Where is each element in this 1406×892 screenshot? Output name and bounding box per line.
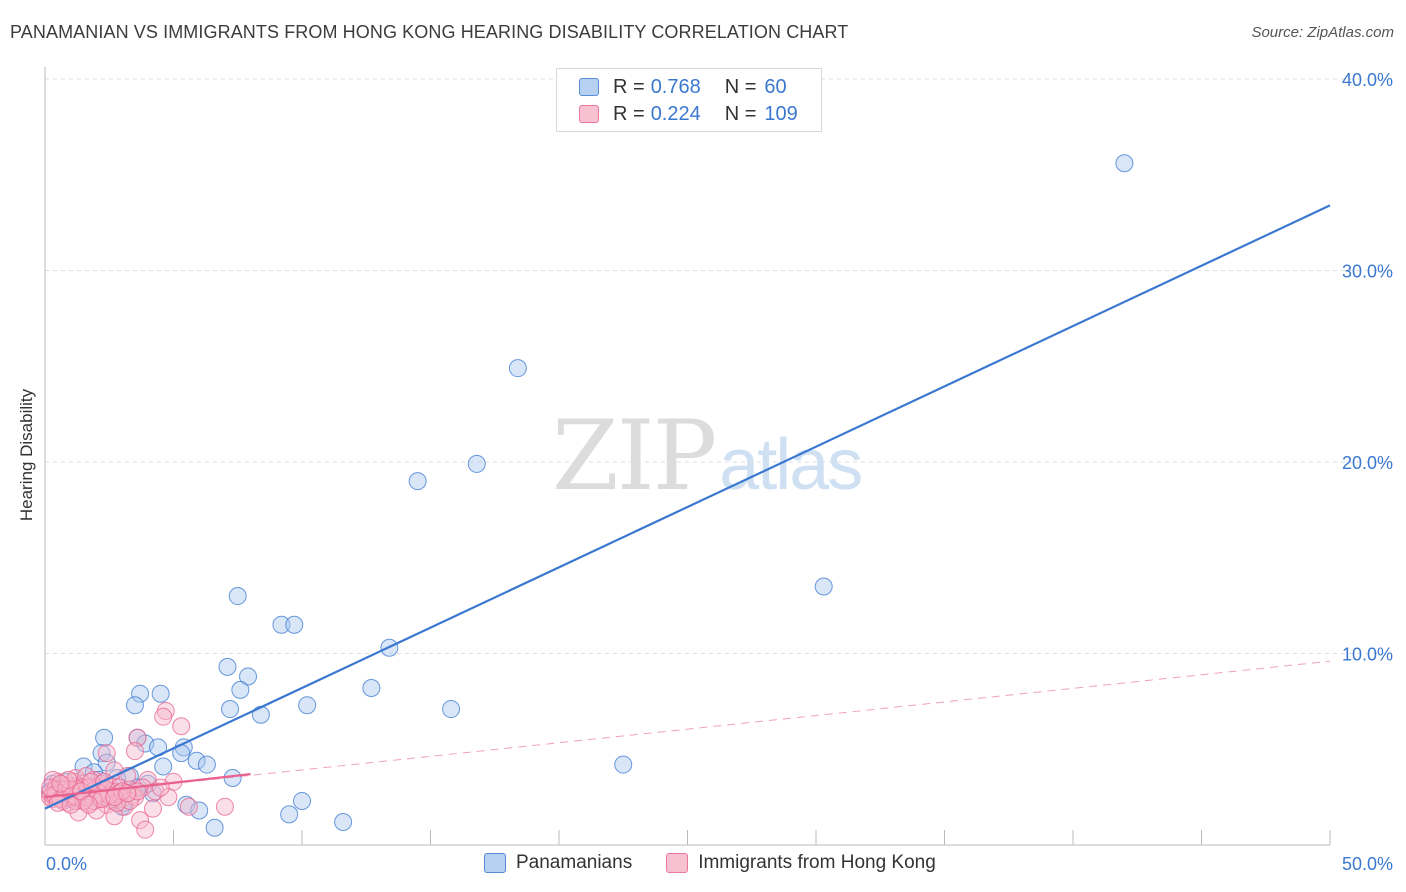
watermark: ZIPatlas bbox=[552, 400, 863, 512]
point-panamanian bbox=[272, 615, 291, 634]
point-panamanian bbox=[131, 684, 150, 703]
legend-n-value: 109 bbox=[764, 102, 798, 125]
point-panamanian bbox=[293, 791, 311, 810]
point-hong-kong bbox=[172, 717, 191, 736]
point-panamanian bbox=[95, 728, 114, 747]
point-panamanian bbox=[814, 577, 833, 596]
point-panamanian bbox=[239, 667, 258, 686]
point-panamanian bbox=[223, 768, 242, 787]
point-panamanian bbox=[614, 755, 633, 774]
legend-row-panamanians: R = 0.768 N = 60 bbox=[579, 75, 787, 99]
point-hong-kong bbox=[128, 728, 147, 747]
point-panamanian bbox=[362, 678, 381, 697]
watermark-atlas: atlas bbox=[719, 425, 863, 505]
legend-n-value: 60 bbox=[764, 75, 787, 98]
point-panamanian bbox=[205, 818, 224, 837]
point-panamanian bbox=[231, 680, 250, 699]
point-hong-kong bbox=[105, 807, 124, 826]
series-legend-hong-kong[interactable]: Immigrants from Hong Kong bbox=[666, 852, 936, 874]
x-tick-label: 50.0% bbox=[1342, 854, 1393, 874]
point-panamanian bbox=[467, 454, 486, 473]
point-hong-kong bbox=[151, 778, 170, 797]
point-panamanian bbox=[218, 657, 237, 676]
legend-n-label: N = bbox=[724, 102, 757, 125]
series-swatch-pink bbox=[666, 853, 689, 873]
point-hong-kong bbox=[97, 744, 116, 763]
point-hong-kong bbox=[79, 795, 98, 814]
point-hong-kong bbox=[51, 774, 70, 793]
source-credit: Source: ZipAtlas.com bbox=[1251, 24, 1394, 41]
trendline-hong-kong bbox=[44, 773, 251, 799]
legend-n-label: N = bbox=[724, 75, 757, 98]
series-swatch-blue bbox=[484, 853, 506, 873]
legend-swatch-pink bbox=[579, 105, 599, 123]
point-panamanian bbox=[442, 700, 461, 719]
point-panamanian bbox=[508, 359, 527, 378]
point-panamanian bbox=[197, 755, 216, 774]
point-hong-kong bbox=[143, 799, 162, 818]
point-panamanian bbox=[1115, 154, 1134, 173]
series-label-hong-kong: Immigrants from Hong Kong bbox=[698, 852, 936, 873]
y-tick-label: 20.0% bbox=[1342, 453, 1393, 473]
trendline-hong-kong-extended bbox=[44, 660, 1331, 798]
legend-r-value: 0.768 bbox=[650, 75, 701, 98]
chart-title: PANAMANIAN VS IMMIGRANTS FROM HONG KONG … bbox=[10, 22, 849, 42]
legend-r-label: R = bbox=[613, 102, 645, 125]
point-panamanian bbox=[190, 801, 209, 820]
x-tick-label: 0.0% bbox=[46, 854, 87, 874]
series-legend-panamanians[interactable]: Panamanians bbox=[484, 852, 632, 874]
point-panamanian bbox=[187, 751, 206, 770]
point-panamanian bbox=[125, 696, 144, 715]
point-panamanian bbox=[334, 813, 353, 832]
legend-row-hong-kong: R = 0.224 N = 109 bbox=[579, 102, 798, 126]
point-hong-kong bbox=[159, 788, 178, 807]
point-panamanian bbox=[97, 753, 116, 772]
point-panamanian bbox=[151, 684, 170, 703]
point-panamanian bbox=[221, 700, 240, 719]
point-hong-kong bbox=[136, 820, 155, 839]
point-hong-kong bbox=[131, 811, 150, 830]
point-panamanian bbox=[154, 757, 173, 776]
legend-r-label: R = bbox=[613, 75, 645, 98]
y-tick-label: 30.0% bbox=[1342, 262, 1393, 282]
point-hong-kong bbox=[154, 707, 173, 726]
point-panamanian bbox=[228, 587, 247, 606]
point-hong-kong bbox=[215, 797, 234, 816]
watermark-zip: ZIP bbox=[552, 400, 717, 512]
point-panamanian bbox=[92, 744, 111, 763]
point-panamanian bbox=[251, 705, 270, 724]
y-tick-label: 10.0% bbox=[1342, 645, 1393, 665]
series-label-panamanians: Panamanians bbox=[516, 852, 633, 873]
point-hong-kong bbox=[125, 742, 144, 761]
y-tick-label: 40.0% bbox=[1342, 70, 1393, 90]
legend-r-value: 0.224 bbox=[650, 102, 701, 125]
trendline-panamanians bbox=[44, 204, 1331, 810]
point-panamanian bbox=[280, 805, 299, 824]
point-hong-kong bbox=[69, 803, 88, 822]
point-hong-kong bbox=[179, 797, 198, 816]
point-panamanian bbox=[298, 696, 317, 715]
series-legend: Panamanians Immigrants from Hong Kong bbox=[484, 852, 970, 874]
point-panamanian bbox=[408, 472, 427, 491]
point-panamanian bbox=[285, 615, 304, 634]
legend-swatch-blue bbox=[579, 78, 599, 96]
correlation-legend: R = 0.768 N = 60 R = 0.224 N = 109 bbox=[556, 68, 822, 132]
